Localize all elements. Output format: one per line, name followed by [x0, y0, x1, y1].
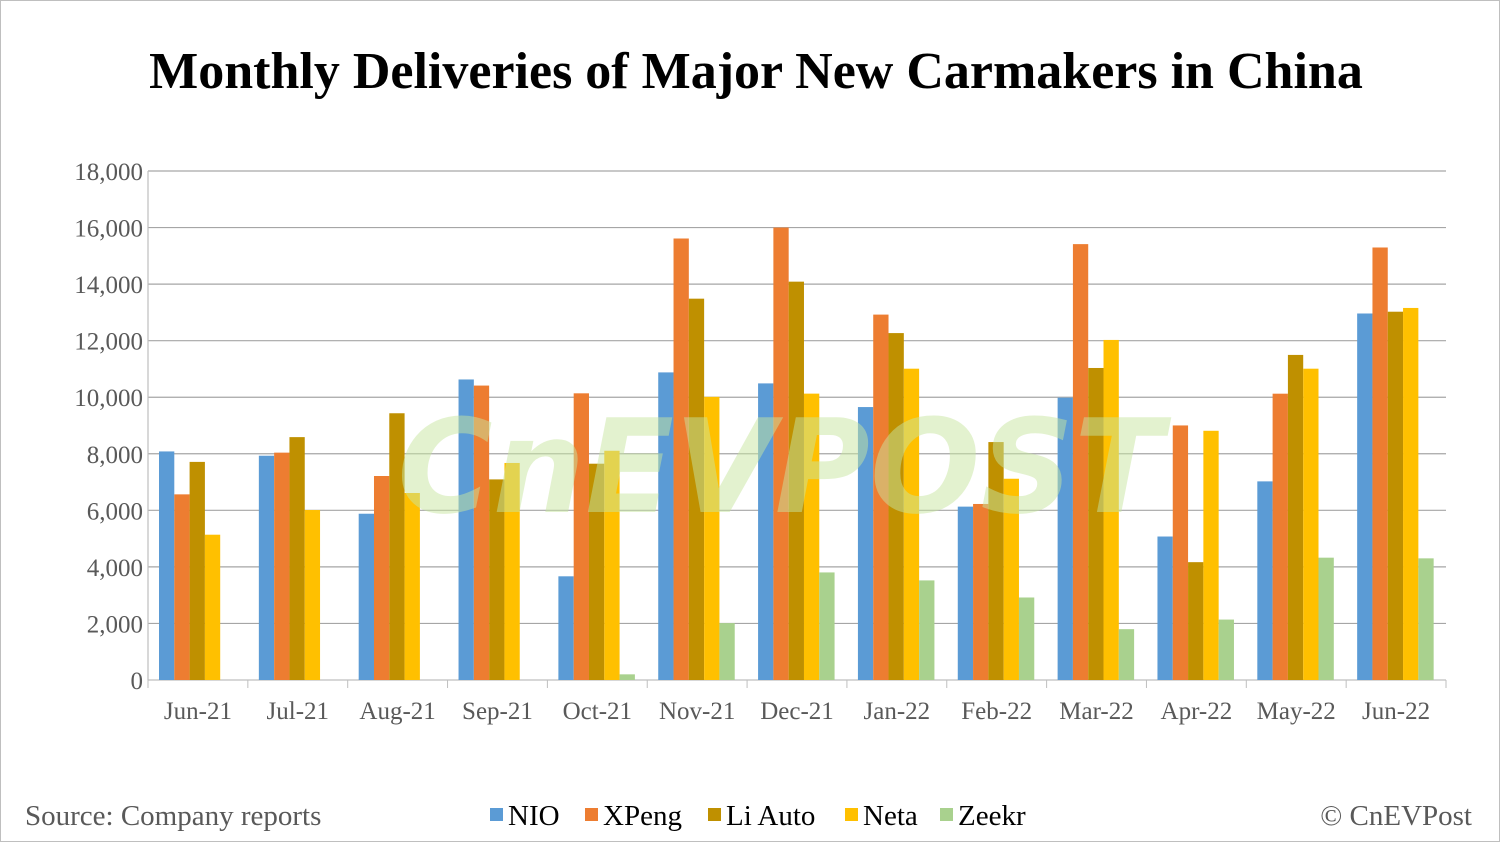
- bar-neta: [304, 510, 321, 680]
- bar-zeekr: [1218, 619, 1234, 680]
- bar-nio: [1257, 481, 1273, 680]
- bar-xpeng: [473, 385, 490, 680]
- y-tick-label: 0: [131, 668, 144, 695]
- bar-neta: [604, 450, 620, 680]
- bar-xpeng: [1272, 393, 1288, 680]
- bar-nio: [358, 513, 374, 680]
- bar-nio: [159, 451, 175, 680]
- legend-swatch: [708, 808, 721, 821]
- x-tick-label: Dec-21: [760, 698, 834, 725]
- x-tick-label: Aug-21: [359, 698, 435, 725]
- watermark-logo: CnEVPOST: [397, 391, 1172, 543]
- bar-li-auto: [588, 463, 605, 680]
- bar-li-auto: [688, 298, 705, 680]
- bar-nio: [458, 379, 474, 680]
- y-tick-label: 12,000: [74, 329, 143, 356]
- x-tick-label: Sep-21: [462, 698, 533, 725]
- legend-label: Li Auto: [726, 800, 815, 832]
- x-tick-label: Mar-22: [1059, 698, 1133, 725]
- bar-xpeng: [174, 494, 190, 680]
- bar-xpeng: [973, 503, 989, 680]
- x-tick-label: Apr-22: [1161, 698, 1233, 725]
- bar-xpeng: [773, 227, 789, 681]
- bar-li-auto: [1387, 311, 1404, 680]
- x-tick-label: Feb-22: [961, 698, 1032, 725]
- x-tick-label: Jan-22: [864, 698, 931, 725]
- bar-xpeng: [373, 476, 390, 680]
- bar-li-auto: [888, 333, 904, 680]
- bar-neta: [1003, 478, 1019, 680]
- bar-xpeng: [1072, 244, 1089, 680]
- legend-label: Zeekr: [958, 800, 1026, 832]
- bar-zeekr: [619, 674, 635, 680]
- bar-neta: [1403, 307, 1419, 680]
- bar-zeekr: [819, 572, 835, 680]
- bar-xpeng: [1372, 247, 1388, 680]
- bar-li-auto: [389, 413, 405, 680]
- bar-zeekr: [719, 623, 735, 680]
- legend-label: XPeng: [603, 800, 682, 832]
- bar-li-auto: [489, 479, 505, 680]
- y-tick-label: 18,000: [74, 159, 143, 186]
- bar-neta: [404, 492, 420, 680]
- bar-li-auto: [788, 281, 804, 680]
- bar-neta: [204, 534, 221, 680]
- y-tick-label: 2,000: [87, 611, 143, 638]
- bar-nio: [1357, 313, 1373, 680]
- y-tick-label: 8,000: [87, 442, 143, 469]
- y-tick-label: 4,000: [87, 555, 143, 582]
- bar-li-auto: [189, 461, 205, 680]
- bar-nio: [857, 407, 874, 680]
- legend-swatch: [940, 808, 953, 821]
- bar-xpeng: [873, 314, 889, 680]
- chart-title: Monthly Deliveries of Major New Carmaker…: [149, 43, 1363, 100]
- source-note: Source: Company reports: [25, 800, 321, 832]
- bar-xpeng: [573, 393, 589, 680]
- bar-xpeng: [274, 452, 290, 680]
- bar-zeekr: [1018, 597, 1035, 680]
- bar-li-auto: [1088, 367, 1104, 680]
- legend-swatch: [585, 808, 598, 821]
- bar-nio: [258, 455, 275, 680]
- bar-nio: [658, 372, 674, 680]
- x-tick-label: Nov-21: [659, 698, 735, 725]
- bar-li-auto: [1188, 562, 1204, 680]
- x-tick-label: Oct-21: [563, 698, 632, 725]
- bar-nio: [758, 383, 774, 680]
- y-tick-label: 10,000: [74, 385, 143, 412]
- bar-zeekr: [1118, 629, 1135, 680]
- legend-swatch: [490, 808, 503, 821]
- copyright-note: © CnEVPost: [1320, 800, 1472, 832]
- bar-nio: [558, 576, 574, 680]
- y-tick-label: 16,000: [74, 216, 143, 243]
- bar-xpeng: [673, 238, 689, 680]
- bar-neta: [704, 396, 720, 680]
- bar-li-auto: [1287, 354, 1304, 680]
- bar-neta: [1303, 368, 1319, 680]
- legend-label: Neta: [863, 800, 918, 832]
- bar-neta: [1103, 339, 1119, 680]
- x-tick-label: May-22: [1257, 698, 1336, 725]
- legend-swatch: [845, 808, 858, 821]
- legend-label: NIO: [508, 800, 560, 832]
- y-tick-label: 14,000: [74, 272, 143, 299]
- bar-zeekr: [919, 580, 935, 680]
- bar-zeekr: [1418, 558, 1434, 680]
- bar-neta: [1203, 430, 1219, 680]
- bar-li-auto: [289, 437, 305, 680]
- bar-neta: [803, 393, 820, 680]
- x-tick-label: Jul-21: [267, 698, 330, 725]
- bar-xpeng: [1172, 425, 1189, 680]
- bar-li-auto: [988, 442, 1004, 680]
- bar-zeekr: [1318, 557, 1334, 680]
- bar-neta: [504, 462, 520, 680]
- bar-neta: [903, 368, 920, 680]
- bar-nio: [1057, 397, 1073, 680]
- bar-nio: [957, 506, 974, 680]
- x-tick-label: Jun-22: [1362, 698, 1430, 725]
- x-tick-label: Jun-21: [164, 698, 232, 725]
- y-tick-label: 6,000: [87, 498, 143, 525]
- bar-nio: [1157, 536, 1173, 680]
